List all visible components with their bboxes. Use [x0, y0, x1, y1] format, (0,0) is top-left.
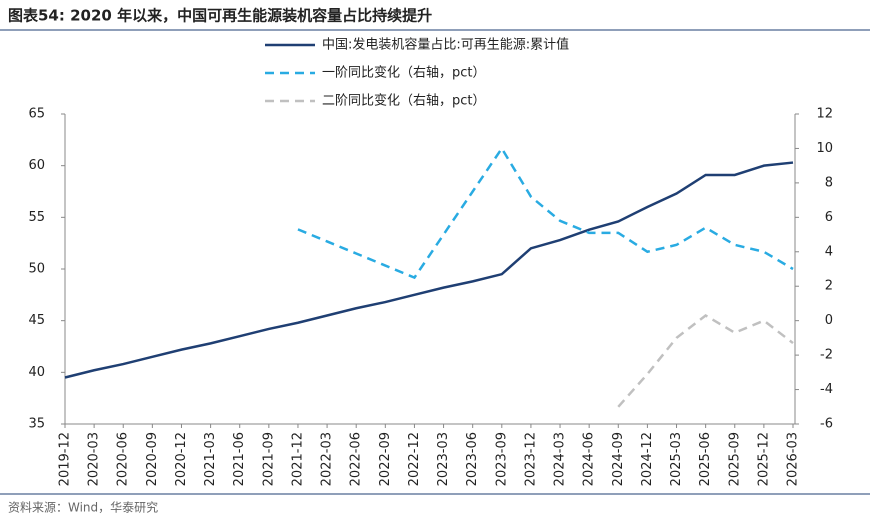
x-tick-label: 2022-12 — [407, 432, 422, 486]
y2-tick-label: -4 — [820, 382, 833, 397]
x-tick-label: 2024-06 — [582, 432, 597, 486]
y-tick-label: 50 — [28, 262, 45, 277]
legend-label: 一阶同比变化（右轴，pct） — [322, 65, 486, 81]
x-tick-label: 2021-09 — [261, 432, 276, 486]
x-tick-label: 2025-03 — [669, 432, 684, 486]
x-tick-label: 2021-03 — [203, 432, 218, 486]
y2-tick-label: 8 — [825, 175, 833, 190]
y2-tick-label: -2 — [820, 348, 833, 363]
x-tick-label: 2025-06 — [698, 432, 713, 486]
y-tick-label: 35 — [28, 417, 45, 432]
x-tick-label: 2026-03 — [786, 432, 801, 486]
legend-label: 二阶同比变化（右轴，pct） — [322, 93, 486, 109]
x-tick-label: 2022-03 — [320, 432, 335, 486]
x-tick-label: 2023-12 — [523, 432, 538, 486]
x-tick-label: 2023-09 — [494, 432, 509, 486]
y2-tick-label: 4 — [825, 244, 833, 259]
x-tick-label: 2020-09 — [145, 432, 160, 486]
y2-tick-label: 12 — [816, 107, 833, 122]
y-tick-label: 60 — [28, 158, 45, 173]
x-tick-label: 2025-09 — [727, 432, 742, 486]
y-tick-label: 55 — [28, 210, 45, 225]
x-tick-label: 2023-06 — [465, 432, 480, 486]
x-tick-label: 2024-12 — [640, 432, 655, 486]
y2-tick-label: 10 — [816, 141, 833, 156]
y-tick-label: 40 — [28, 365, 45, 380]
x-tick-label: 2020-06 — [116, 432, 131, 486]
x-tick-label: 2020-03 — [87, 432, 102, 486]
series-line — [297, 146, 794, 280]
x-tick-label: 2022-06 — [349, 432, 364, 486]
y2-tick-label: 2 — [825, 279, 833, 294]
legend-label: 中国:发电装机容量占比:可再生能源:累计值 — [322, 37, 569, 53]
x-tick-label: 2019-12 — [58, 432, 73, 486]
x-tick-label: 2021-06 — [232, 432, 247, 486]
series-line — [617, 313, 794, 408]
y2-tick-label: 6 — [825, 210, 833, 225]
y-tick-label: 65 — [28, 107, 45, 122]
chart-title: 图表54: 2020 年以来，中国可再生能源装机容量占比持续提升 — [8, 7, 432, 25]
y-tick-label: 45 — [28, 313, 45, 328]
x-tick-label: 2025-12 — [756, 432, 771, 486]
x-tick-label: 2023-03 — [436, 432, 451, 486]
x-tick-label: 2021-12 — [290, 432, 305, 486]
y2-tick-label: -6 — [820, 417, 833, 432]
x-tick-label: 2020-12 — [174, 432, 189, 486]
x-tick-label: 2024-09 — [611, 432, 626, 486]
x-tick-label: 2022-09 — [378, 432, 393, 486]
x-tick-label: 2024-03 — [553, 432, 568, 486]
y2-tick-label: 0 — [825, 313, 833, 328]
series-line — [64, 161, 794, 379]
source: 资料来源：Wind，华泰研究 — [8, 500, 158, 515]
